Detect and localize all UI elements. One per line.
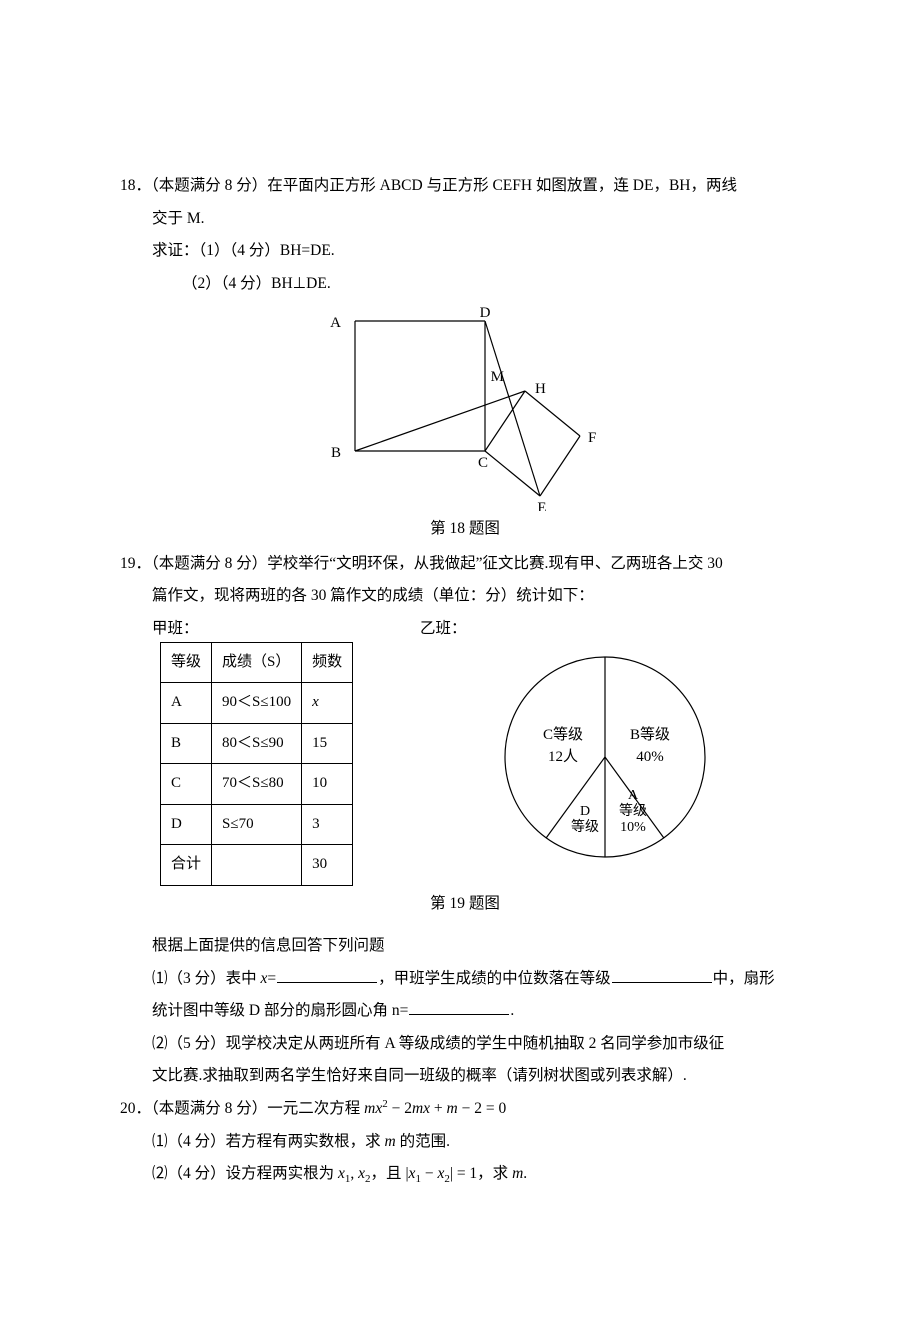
blank-median [612, 982, 712, 983]
q20-p1: ⑴（4 分）若方程有两实数根，求 m 的范围. [120, 1126, 810, 1159]
svg-text:B: B [331, 445, 341, 461]
r1c2: 90＜S≤100 [212, 683, 302, 724]
q20-line1: 20．（本题满分 8 分）一元二次方程 mx2 − 2mx + m − 2 = … [120, 1093, 810, 1126]
th-grade: 等级 [161, 642, 212, 683]
blank-x [277, 982, 377, 983]
q19-line1: 19．（本题满分 8 分）学校举行“文明环保，从我做起”征文比赛.现有甲、乙两班… [120, 548, 810, 581]
svg-text:40%: 40% [636, 749, 664, 765]
q18-caption: 第 18 题图 [120, 513, 810, 546]
q19-right-title: 乙班： [420, 617, 810, 642]
q19-body4: ⑵（5 分）现学校决定从两班所有 A 等级成绩的学生中随机抽取 2 名同学参加市… [120, 1028, 810, 1061]
svg-text:H: H [535, 381, 546, 397]
q19-line2: 篇作文，现将两班的各 30 篇作文的成绩（单位：分）统计如下： [120, 580, 810, 613]
svg-text:10%: 10% [620, 820, 646, 835]
svg-text:D: D [480, 306, 491, 321]
svg-text:F: F [588, 430, 596, 446]
r2c1: B [161, 723, 212, 764]
q18-prove2: （2）（4 分）BH⊥DE. [120, 268, 810, 301]
q19-body5: 文比赛.求抽取到两名学生恰好来自同一班级的概率（请列树状图或列表求解）. [120, 1060, 810, 1093]
r4c3: 3 [302, 804, 353, 845]
r4c1: D [161, 804, 212, 845]
q18-svg: A D B C H F E M [315, 306, 615, 511]
q19-table: 等级 成绩（S） 频数 A 90＜S≤100 x B 80＜S≤90 15 C … [160, 642, 353, 886]
r2c2: 80＜S≤90 [212, 723, 302, 764]
q19-caption: 第 19 题图 [120, 888, 810, 921]
r5c3: 30 [302, 845, 353, 886]
svg-text:A: A [628, 788, 639, 803]
th-score: 成绩（S） [212, 642, 302, 683]
r2c3: 15 [302, 723, 353, 764]
svg-text:等级: 等级 [571, 818, 599, 835]
q18-prove1: 求证：（1）（4 分）BH=DE. [120, 235, 810, 268]
q19-pie-svg: B等级40%C等级12人A等级10%D等级 [490, 642, 720, 872]
q19-body2: ⑴（3 分）表中 x=，甲班学生成绩的中位数落在等级中，扇形 [120, 963, 810, 996]
q19-body3: 统计图中等级 D 部分的扇形圆心角 n=. [120, 995, 810, 1028]
q18-line1: 18．（本题满分 8 分）在平面内正方形 ABCD 与正方形 CEFH 如图放置… [120, 170, 810, 203]
svg-text:C等级: C等级 [543, 725, 583, 743]
r1c3: x [302, 683, 353, 724]
q20-p2: ⑵（4 分）设方程两实根为 x1, x2，且 |x1 − x2| = 1，求 m… [120, 1158, 810, 1191]
r3c3: 10 [302, 764, 353, 805]
svg-text:D: D [580, 804, 590, 819]
svg-text:C: C [478, 455, 488, 471]
svg-text:M: M [491, 369, 504, 385]
r4c2: S≤70 [212, 804, 302, 845]
svg-text:12人: 12人 [548, 748, 578, 765]
svg-text:E: E [537, 500, 546, 511]
q19-two-col: 甲班： 等级 成绩（S） 频数 A 90＜S≤100 x B 80＜S≤90 1… [120, 617, 810, 886]
r3c2: 70＜S≤80 [212, 764, 302, 805]
r1c1: A [161, 683, 212, 724]
r5c1: 合计 [161, 845, 212, 886]
r5c2 [212, 845, 302, 886]
q18-figure: A D B C H F E M 第 18 题图 [120, 306, 810, 546]
q19-body1: 根据上面提供的信息回答下列问题 [120, 930, 810, 963]
q19-right: 乙班： B等级40%C等级12人A等级10%D等级 [400, 617, 810, 872]
blank-n [409, 1014, 509, 1015]
q19-left-title: 甲班： [152, 617, 400, 642]
svg-text:等级: 等级 [619, 802, 647, 819]
exam-page: 18．（本题满分 8 分）在平面内正方形 ABCD 与正方形 CEFH 如图放置… [0, 0, 920, 1331]
r3c1: C [161, 764, 212, 805]
svg-text:A: A [330, 315, 341, 331]
th-freq: 频数 [302, 642, 353, 683]
svg-text:B等级: B等级 [630, 725, 670, 743]
q18-line2: 交于 M. [120, 203, 810, 236]
q19-left: 甲班： 等级 成绩（S） 频数 A 90＜S≤100 x B 80＜S≤90 1… [120, 617, 400, 886]
